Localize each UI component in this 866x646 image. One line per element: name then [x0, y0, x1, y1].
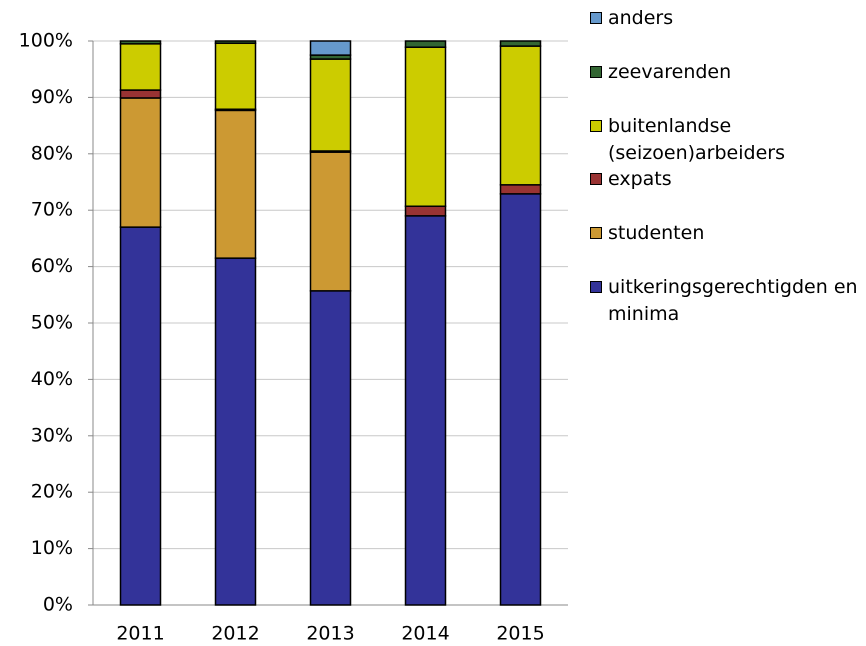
bar-segment — [499, 193, 542, 606]
bar-segment — [214, 42, 257, 110]
y-tick-label: 60% — [31, 255, 73, 277]
bar-segment — [404, 215, 447, 606]
y-tick-label: 40% — [31, 368, 73, 390]
legend-swatch — [590, 173, 602, 186]
bar-segment — [309, 151, 352, 292]
legend-label: zeevarenden — [608, 60, 732, 83]
bar-segment — [119, 97, 162, 228]
bar-segment — [214, 40, 257, 45]
bar-segment — [404, 205, 447, 217]
y-tick-label: 100% — [19, 30, 73, 52]
bar-segment — [309, 58, 352, 152]
x-tick-label: 2014 — [401, 623, 449, 645]
y-tick-label: 80% — [31, 142, 73, 164]
x-tick-label: 2011 — [116, 623, 164, 645]
legend-entry: anders — [588, 5, 866, 32]
y-tick-label: 50% — [31, 312, 73, 334]
y-tick-label: 10% — [31, 537, 73, 559]
bar-segment — [119, 226, 162, 606]
legend-entry: studenten — [588, 220, 866, 247]
x-tick-label: 2015 — [496, 623, 544, 645]
y-tick-label: 0% — [43, 594, 73, 616]
legend-swatch — [590, 12, 602, 24]
bar-segment — [499, 184, 542, 195]
legend-entry: uitkeringsgerechtigden en minima — [588, 274, 866, 328]
y-tick-label: 70% — [31, 199, 73, 221]
x-tick-label: 2012 — [211, 623, 259, 645]
legend-swatch — [590, 227, 602, 240]
bar-segment — [214, 109, 257, 259]
bar-segment — [309, 290, 352, 606]
bar-segment — [499, 40, 542, 47]
x-tick-label: 2013 — [306, 623, 354, 645]
bar-segment — [404, 46, 447, 208]
y-tick-label: 30% — [31, 424, 73, 446]
bar-segment — [214, 257, 257, 606]
bar-segment — [119, 89, 162, 99]
y-tick-label: 90% — [31, 86, 73, 108]
legend-entry: zeevarenden — [588, 59, 866, 86]
legend-swatch — [590, 281, 602, 293]
bar-segment — [404, 40, 447, 48]
legend-label: studenten — [608, 222, 705, 245]
legend-label: buitenlandse (seizoen)arbeiders — [608, 114, 785, 164]
legend-label: anders — [608, 7, 674, 29]
bar-segment — [119, 40, 162, 45]
legend-label: uitkeringsgerechtigden en minima — [608, 276, 858, 325]
legend-entry: buitenlandse (seizoen)arbeiders — [588, 113, 866, 167]
legend-label: expats — [608, 168, 672, 191]
legend-swatch — [590, 65, 602, 78]
bar-segment — [119, 43, 162, 91]
legend-entry: expats — [588, 166, 866, 193]
legend-swatch — [590, 119, 602, 132]
y-tick-label: 20% — [31, 481, 73, 503]
bar-segment — [309, 40, 352, 56]
bar-segment — [499, 45, 542, 186]
